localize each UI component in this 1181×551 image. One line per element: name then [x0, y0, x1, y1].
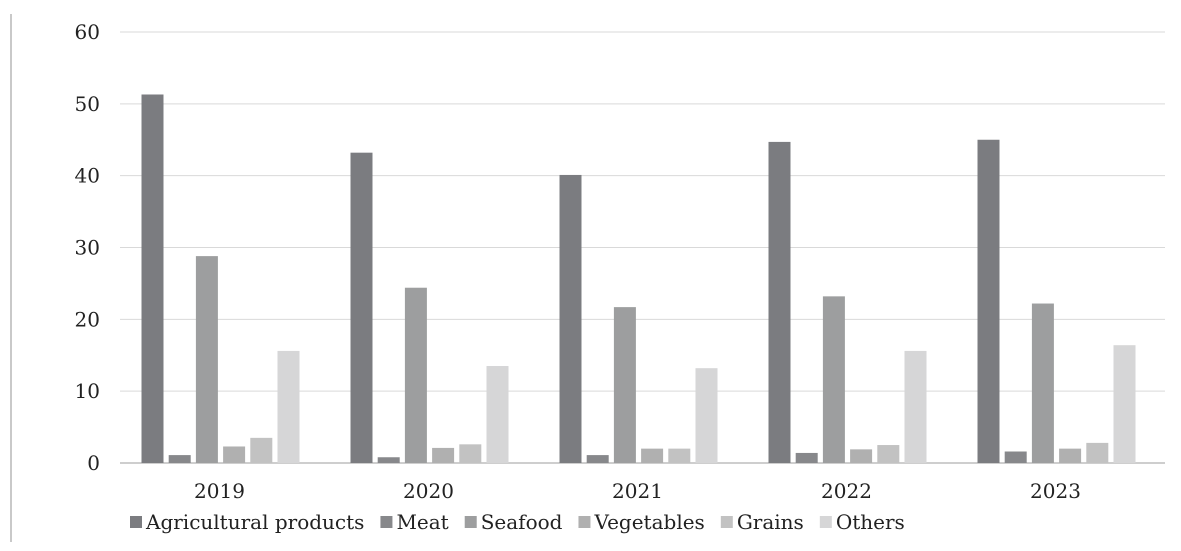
bar-meat-2022: [795, 452, 818, 463]
bar-agricultural-products-2022: [768, 141, 791, 463]
y-tick-label: 20: [75, 307, 100, 331]
bar-vegetables-2023: [1059, 448, 1082, 463]
bar-others-2019: [277, 350, 300, 463]
y-tick-label: 10: [75, 379, 100, 403]
x-tick-label: 2022: [821, 479, 872, 503]
bar-others-2023: [1113, 345, 1136, 463]
legend-swatch: [578, 516, 591, 528]
bar-seafood-2020: [404, 287, 427, 463]
left-border-rule: [10, 14, 12, 542]
bar-meat-2021: [586, 455, 609, 463]
bar-agricultural-products-2021: [559, 174, 582, 463]
bar-grains-2022: [877, 445, 900, 463]
bars: [141, 94, 1136, 464]
bar-seafood-2022: [822, 296, 845, 463]
legend-swatch: [819, 516, 832, 528]
y-tick-label: 0: [87, 451, 100, 475]
bar-vegetables-2020: [432, 447, 455, 463]
bar-meat-2023: [1004, 451, 1027, 463]
legend: Agricultural products Meat Seafood Vegetabl…: [130, 510, 905, 534]
bar-seafood-2019: [195, 256, 218, 463]
y-tick-label: 60: [75, 20, 100, 44]
bar-others-2021: [695, 368, 718, 463]
y-tick-label: 40: [75, 164, 100, 188]
x-tick-label: 2019: [194, 479, 245, 503]
legend-label: Seafood: [481, 510, 563, 534]
y-tick-label: 50: [75, 92, 100, 116]
x-axis-tick-labels: 2019 2020 2021 2022 2023: [194, 479, 1081, 503]
bar-meat-2020: [377, 457, 400, 463]
y-tick-label: 30: [75, 236, 100, 260]
bar-grains-2021: [668, 448, 691, 463]
x-tick-label: 2020: [403, 479, 454, 503]
bar-seafood-2021: [613, 307, 636, 463]
bar-meat-2019: [168, 455, 191, 463]
legend-swatch: [720, 516, 733, 528]
x-tick-label: 2023: [1030, 479, 1081, 503]
bar-vegetables-2021: [641, 448, 664, 463]
bar-vegetables-2022: [850, 449, 873, 463]
bar-grains-2019: [250, 437, 273, 463]
legend-swatch: [380, 516, 393, 528]
legend-label: Others: [836, 510, 905, 534]
gridlines: [120, 31, 1165, 464]
legend-swatch: [130, 516, 142, 528]
bar-agricultural-products-2023: [977, 139, 1000, 463]
bar-agricultural-products-2020: [350, 152, 373, 463]
y-axis-tick-labels: 0 10 20 30 40 50 60: [75, 20, 100, 475]
legend-label: Agricultural products: [145, 510, 364, 534]
bar-vegetables-2019: [223, 446, 246, 463]
bar-grains-2020: [459, 444, 482, 463]
legend-swatch: [464, 516, 477, 528]
bar-agricultural-products-2019: [141, 94, 164, 464]
legend-label: Grains: [737, 510, 804, 534]
legend-label: Meat: [396, 510, 448, 534]
legend-label: Vegetables: [593, 510, 704, 534]
bar-others-2022: [904, 350, 927, 463]
x-tick-label: 2021: [612, 479, 663, 503]
bar-others-2020: [486, 366, 509, 463]
bar-seafood-2023: [1031, 303, 1054, 463]
bar-grains-2023: [1086, 442, 1109, 463]
